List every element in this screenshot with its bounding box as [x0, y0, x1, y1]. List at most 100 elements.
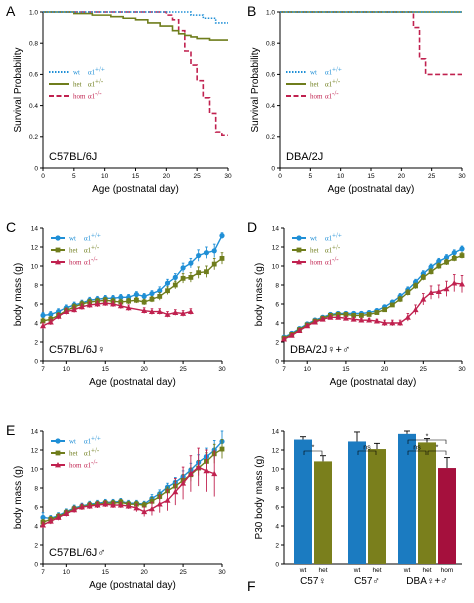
point-hom [47, 319, 54, 325]
sig-bracket [303, 450, 323, 455]
bar-label: het [318, 567, 327, 574]
x-tick-label: 20 [381, 366, 389, 373]
point-het [366, 312, 372, 317]
bar-wt [398, 433, 416, 564]
point-hom [117, 502, 124, 508]
y-axis-label: P30 body mass (g) [254, 456, 265, 540]
legend-marker-wt [55, 438, 61, 444]
legend-sup-wt: +/+ [91, 435, 101, 443]
point-het [374, 310, 380, 315]
y-tick-label: 6 [34, 504, 38, 511]
legend-marker-hom [55, 462, 61, 468]
point-hom [125, 503, 132, 509]
point-het [141, 502, 147, 508]
bar-label: wt [299, 567, 307, 574]
point-hom [187, 470, 194, 477]
y-tick-label: 8 [275, 282, 279, 289]
y-tick-label: 0.2 [266, 134, 275, 141]
point-het [420, 275, 426, 280]
sig-bracket [357, 450, 377, 455]
x-tick-label: 15 [102, 569, 110, 576]
point-hom [187, 308, 194, 314]
point-hom [86, 503, 93, 509]
legend-label-hom: hom [69, 259, 82, 267]
point-het [397, 296, 403, 302]
x-tick-label: 25 [420, 366, 428, 373]
point-hom [412, 306, 419, 313]
sig-label: ns [413, 445, 421, 452]
legend-label-hom: hom [310, 259, 323, 267]
point-hom [195, 464, 202, 470]
legend-genotype-wt: α1 [88, 69, 96, 77]
point-het [358, 313, 364, 318]
point-hom [164, 311, 171, 317]
legend-marker-wt [296, 235, 302, 241]
x-tick-label: 25 [179, 366, 187, 373]
y-tick-label: 10 [31, 263, 39, 270]
point-hom [78, 504, 85, 510]
point-het [180, 275, 186, 281]
legend-label-het: het [310, 247, 319, 255]
point-hom [288, 332, 295, 338]
x-tick-label: 10 [63, 366, 71, 373]
point-hom [141, 508, 148, 515]
point-het [141, 299, 147, 305]
point-het [219, 256, 225, 261]
point-het [196, 270, 202, 276]
point-wt [48, 311, 54, 318]
point-hom [459, 281, 465, 287]
x-tick-label: 10 [304, 366, 312, 373]
y-tick-label: 4 [275, 523, 279, 530]
legend-marker-hom [296, 259, 302, 265]
y-tick-label: 0.4 [29, 103, 38, 110]
point-hom [180, 480, 187, 486]
bar-het [368, 449, 386, 564]
point-hom [55, 313, 62, 319]
point-hom [141, 307, 148, 314]
legend-label-wt: wt [310, 69, 317, 77]
point-het [428, 269, 434, 275]
point-hom [133, 504, 140, 511]
point-wt [118, 294, 124, 300]
legend-sup-hom: -/- [332, 256, 339, 264]
x-tick-label: 10 [337, 173, 345, 180]
y-tick-label: 10 [31, 466, 39, 473]
point-het [413, 283, 418, 289]
y-tick-label: 8 [34, 282, 38, 289]
legend-sup-wt: +/+ [332, 232, 342, 240]
point-hom [203, 467, 210, 474]
point-hom [420, 296, 427, 302]
point-het [382, 307, 388, 313]
strain-label: C57BL/6J♀ [49, 344, 106, 356]
point-wt [164, 280, 171, 286]
point-hom [40, 322, 46, 329]
x-tick-label: 10 [101, 173, 109, 180]
legend-sup-hom: -/- [332, 90, 339, 98]
point-hom [55, 514, 62, 520]
x-tick-label: 15 [342, 366, 350, 373]
panel-label: E [6, 422, 15, 438]
panel-label: C [6, 219, 16, 235]
point-het [459, 253, 465, 258]
y-tick-label: 8 [275, 485, 279, 492]
legend-sup-wt: +/+ [332, 66, 342, 74]
y-tick-label: 1.0 [29, 9, 38, 16]
y-axis-label: Survival Probability [13, 47, 24, 132]
point-het [157, 294, 163, 299]
legend-genotype-wt: α1 [325, 235, 333, 243]
y-tick-label: 1.0 [266, 9, 275, 16]
y-tick-label: 0 [34, 358, 38, 365]
point-hom [40, 522, 46, 528]
point-hom [281, 336, 287, 342]
point-hom [148, 505, 155, 512]
sig-label: * [436, 445, 439, 452]
y-tick-label: 0 [275, 358, 279, 365]
point-hom [342, 315, 349, 321]
x-tick-label: 20 [141, 366, 149, 373]
legend-sup-het: +/- [95, 78, 104, 86]
point-hom [78, 303, 85, 310]
legend-genotype-wt: α1 [84, 438, 92, 446]
bar-group: wt het C57♀ * [294, 436, 332, 587]
series-line-het [42, 257, 223, 322]
point-hom [296, 327, 303, 333]
